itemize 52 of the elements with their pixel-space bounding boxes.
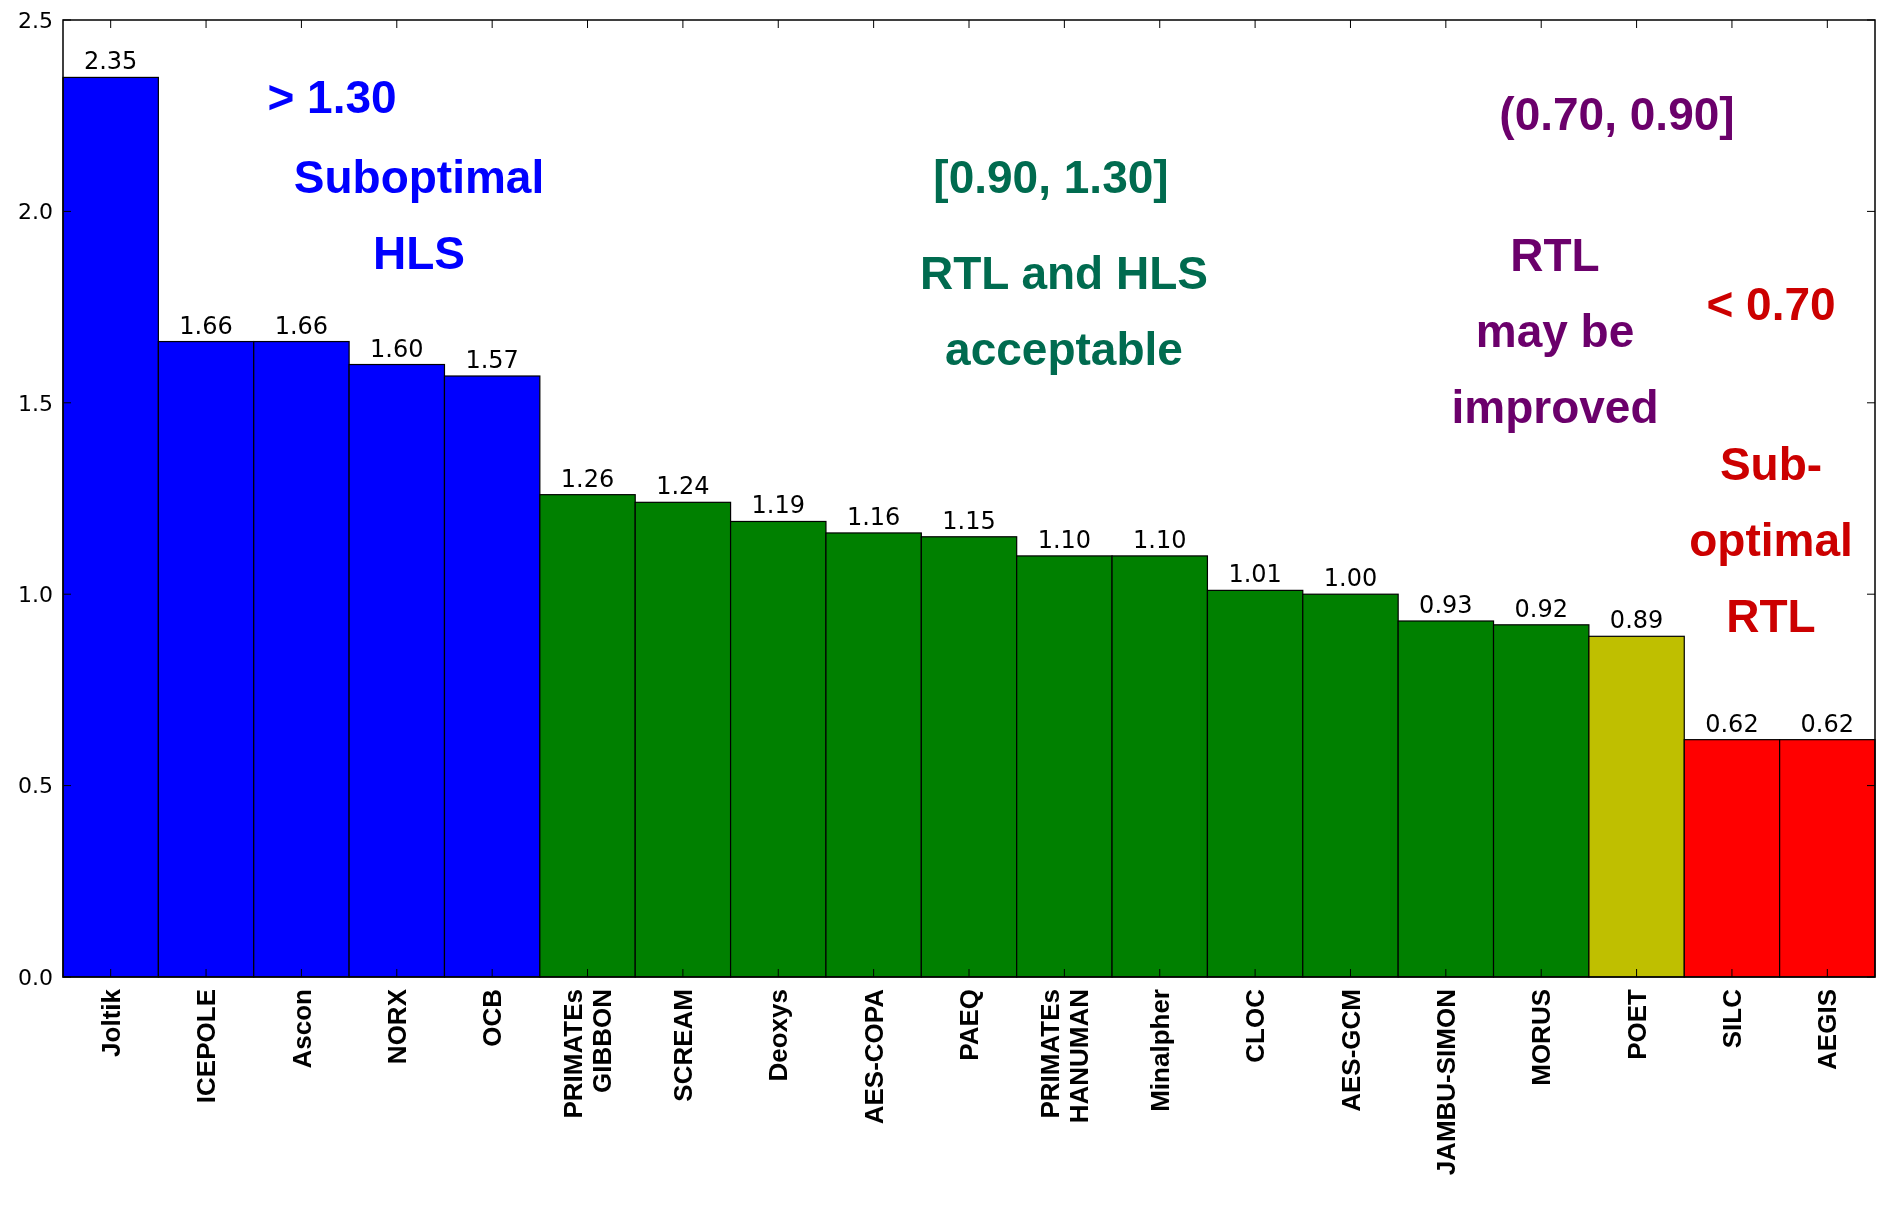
- data-label: 1.16: [846, 502, 901, 531]
- x-tick-label: MORUS: [1526, 989, 1557, 1086]
- data-label: 2.35: [83, 47, 138, 76]
- x-tick-label: SCREAM: [667, 989, 698, 1102]
- x-tick-label: PRIMATEs HANUMAN: [1035, 989, 1094, 1124]
- x-tick-label: AES-GCM: [1335, 989, 1366, 1112]
- x-tick-label: JAMBU-SIMON: [1430, 989, 1461, 1176]
- annotation: [0.90, 1.30]: [933, 151, 1169, 203]
- x-tick-label: Deoxys: [763, 989, 794, 1082]
- annotation: < 0.70: [1706, 278, 1836, 330]
- x-tick-label: CLOC: [1240, 988, 1271, 1063]
- annotation: Suboptimal HLS: [293, 151, 545, 279]
- x-tick-label: SILC: [1717, 988, 1748, 1049]
- x-tick-label: Ascon: [286, 989, 317, 1069]
- data-label: 1.10: [1037, 525, 1092, 554]
- data-label: 1.60: [370, 334, 424, 363]
- y-tick-label: 2.0: [18, 199, 53, 225]
- annotation: Sub- optimal RTL: [1689, 438, 1853, 642]
- annotation: > 1.30: [267, 71, 397, 123]
- data-label: 0.92: [1514, 594, 1568, 623]
- y-tick-label: 1.0: [18, 581, 53, 607]
- y-tick-label: 0.0: [18, 964, 53, 990]
- data-label: 0.93: [1419, 591, 1473, 619]
- annotation: RTL may be improved: [1451, 229, 1659, 433]
- data-label: 1.57: [465, 346, 519, 374]
- y-tick-label: 2.5: [18, 7, 53, 33]
- x-tick-label: NORX: [381, 988, 412, 1065]
- data-label: 1.00: [1323, 564, 1378, 593]
- annotation: RTL and HLS acceptable: [920, 247, 1208, 375]
- data-label: 0.62: [1705, 709, 1759, 738]
- data-label: 1.10: [1133, 525, 1187, 554]
- data-label: 0.89: [1609, 606, 1664, 635]
- data-label: 1.01: [1228, 560, 1282, 589]
- x-tick-label: AEGIS: [1812, 989, 1843, 1070]
- data-label: 1.26: [560, 464, 615, 493]
- data-label: 1.19: [751, 491, 805, 520]
- x-tick-label: POET: [1621, 988, 1652, 1060]
- annotation: (0.70, 0.90]: [1499, 88, 1735, 140]
- data-label: 1.66: [274, 311, 329, 340]
- data-label: 1.66: [179, 311, 233, 340]
- x-tick-label: Joltik: [95, 988, 126, 1057]
- data-label: 1.24: [656, 472, 710, 501]
- x-tick-label: ICEPOLE: [191, 989, 222, 1104]
- x-tick-label: OCB: [477, 989, 508, 1047]
- x-tick-label: PAEQ: [954, 989, 985, 1061]
- y-tick-label: 0.5: [18, 773, 53, 799]
- x-tick-label: Minalpher: [1144, 989, 1175, 1112]
- x-tick-label: AES-COPA: [858, 988, 889, 1125]
- data-label: 0.62: [1800, 709, 1855, 738]
- data-label: 1.15: [942, 506, 996, 535]
- y-tick-label: 1.5: [18, 390, 53, 416]
- x-tick-label: PRIMATEs GIBBON: [558, 989, 617, 1119]
